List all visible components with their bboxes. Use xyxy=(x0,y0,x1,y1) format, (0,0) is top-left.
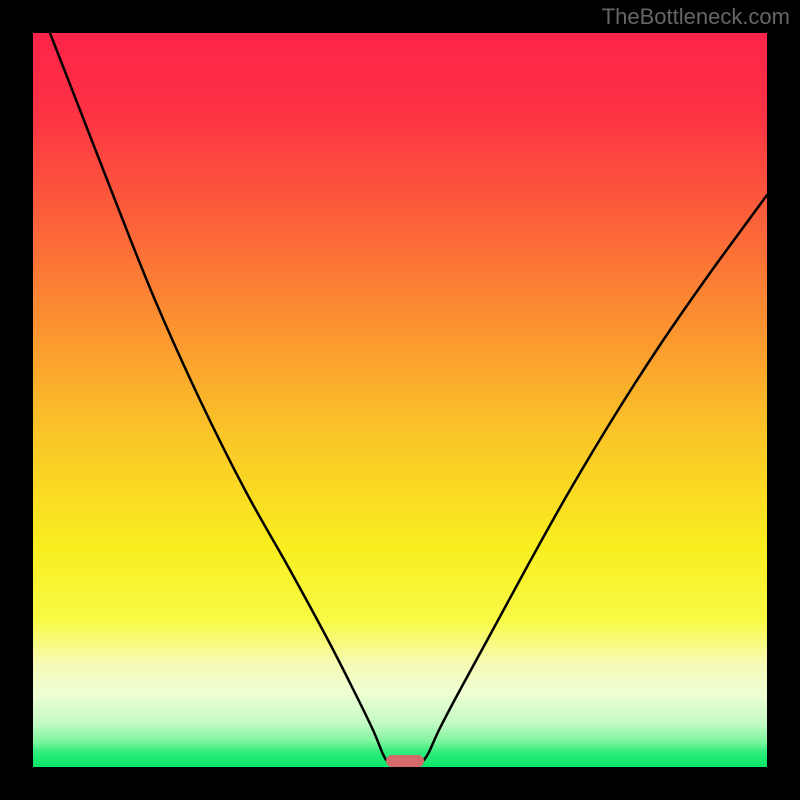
bottleneck-chart xyxy=(0,0,800,800)
bottleneck-marker xyxy=(386,755,424,767)
watermark-text: TheBottleneck.com xyxy=(602,4,790,30)
chart-container: TheBottleneck.com xyxy=(0,0,800,800)
plot-gradient-background xyxy=(33,33,767,767)
